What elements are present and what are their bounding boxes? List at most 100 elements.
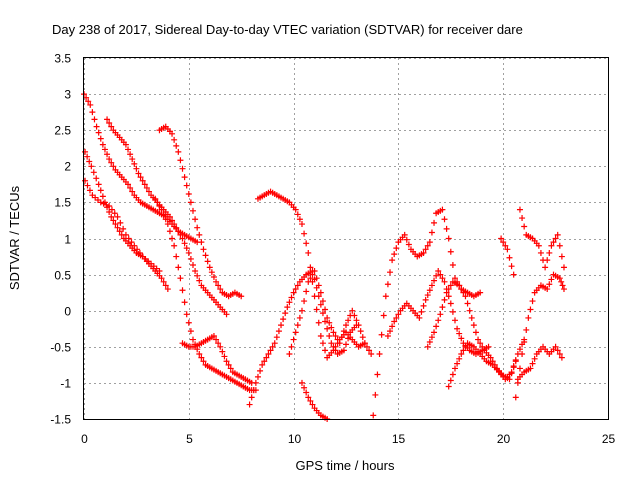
data-point xyxy=(395,311,402,318)
data-point xyxy=(472,329,479,336)
data-point xyxy=(171,242,178,249)
data-point xyxy=(462,343,469,350)
data-point xyxy=(122,141,129,148)
data-point xyxy=(111,210,118,217)
data-point xyxy=(108,159,115,166)
data-point xyxy=(531,355,538,362)
data-point xyxy=(391,251,398,258)
data-point xyxy=(125,146,132,153)
data-point xyxy=(179,235,186,242)
data-point xyxy=(200,246,207,253)
data-point xyxy=(424,242,431,249)
data-point xyxy=(200,358,207,365)
data-point xyxy=(420,302,427,309)
data-point xyxy=(426,287,433,294)
x-tick-label: 20 xyxy=(497,432,511,446)
data-point xyxy=(192,216,199,223)
data-point xyxy=(278,322,285,329)
x-tick-label: 10 xyxy=(288,432,302,446)
data-point xyxy=(382,293,389,300)
data-point xyxy=(257,367,264,374)
data-point xyxy=(143,184,150,191)
data-point xyxy=(353,317,360,324)
data-point xyxy=(552,343,559,350)
data-point xyxy=(133,165,140,172)
data-point xyxy=(93,123,100,130)
data-point xyxy=(558,278,565,285)
data-point xyxy=(458,335,465,342)
data-point xyxy=(548,276,555,283)
data-point xyxy=(99,193,106,200)
data-point xyxy=(286,351,293,358)
data-point xyxy=(127,151,134,158)
data-point xyxy=(313,306,320,313)
data-point xyxy=(309,271,316,278)
data-point xyxy=(311,267,318,274)
data-point xyxy=(433,323,440,330)
data-point xyxy=(158,275,165,282)
data-point xyxy=(326,332,333,339)
data-point xyxy=(431,329,438,336)
data-point xyxy=(319,340,326,347)
data-point xyxy=(428,229,435,236)
data-point xyxy=(294,322,301,329)
data-point xyxy=(156,267,163,274)
data-point xyxy=(154,199,161,206)
data-point xyxy=(403,236,410,243)
data-point xyxy=(238,293,245,300)
data-point xyxy=(378,331,385,338)
data-point xyxy=(447,282,454,289)
y-tick-label: 0 xyxy=(64,305,71,319)
data-point xyxy=(424,343,431,350)
data-point xyxy=(181,240,188,247)
data-point xyxy=(441,296,448,303)
data-point xyxy=(254,373,261,380)
plot-frame xyxy=(83,57,609,420)
data-point xyxy=(468,314,475,321)
data-point xyxy=(510,271,517,278)
data-point xyxy=(217,343,224,350)
data-point xyxy=(389,257,396,264)
data-point xyxy=(135,170,142,177)
data-point xyxy=(451,365,458,372)
data-point xyxy=(546,281,553,288)
data-point xyxy=(292,329,299,336)
data-point xyxy=(475,336,482,343)
data-point xyxy=(187,255,194,262)
data-point xyxy=(544,286,551,293)
x-axis-title: GPS time / hours xyxy=(296,458,395,473)
data-point xyxy=(510,363,517,370)
data-point xyxy=(330,329,337,336)
data-point xyxy=(315,319,322,326)
data-point xyxy=(106,156,113,163)
data-point xyxy=(384,332,391,339)
data-point xyxy=(160,211,167,218)
data-point xyxy=(261,358,268,365)
data-point xyxy=(103,201,110,208)
data-point xyxy=(523,326,530,333)
data-point xyxy=(97,199,104,206)
y-tick-label: 3.5 xyxy=(54,52,71,66)
data-point xyxy=(292,206,299,213)
data-point xyxy=(542,264,549,271)
y-tick-label: 2 xyxy=(64,160,71,174)
data-point xyxy=(437,311,444,318)
data-point xyxy=(309,401,316,408)
data-point xyxy=(454,325,461,332)
data-point xyxy=(86,187,93,194)
data-point xyxy=(401,231,408,238)
data-point xyxy=(502,242,509,249)
data-point xyxy=(357,328,364,335)
data-point xyxy=(120,225,127,232)
data-point xyxy=(519,351,526,358)
data-point xyxy=(175,148,182,155)
data-point xyxy=(317,332,324,339)
data-point xyxy=(303,288,310,295)
data-point xyxy=(125,181,132,188)
data-point xyxy=(477,340,484,347)
data-point xyxy=(387,328,394,335)
data-point xyxy=(516,365,523,372)
data-point xyxy=(389,323,396,330)
data-point xyxy=(290,289,297,296)
data-point xyxy=(183,182,190,189)
